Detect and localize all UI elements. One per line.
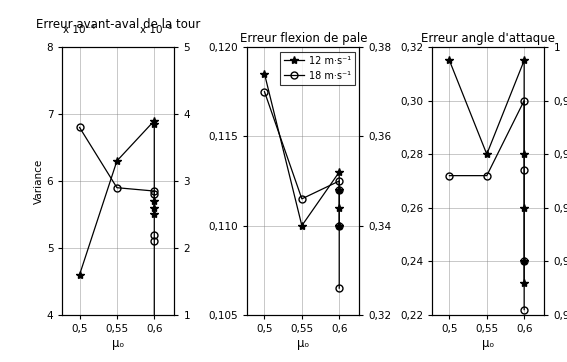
12 m·s⁻¹: [336, 188, 342, 192]
X-axis label: μₒ: μₒ: [482, 337, 494, 350]
Title: Erreur avant-aval de la tour: Erreur avant-aval de la tour: [36, 18, 201, 31]
Y-axis label: Variance: Variance: [34, 159, 44, 203]
18 m·s⁻¹: [336, 188, 342, 192]
18 m·s⁻¹: [336, 223, 342, 228]
Text: x 10⁻³: x 10⁻³: [140, 25, 172, 35]
Line: 18 m·s⁻¹: 18 m·s⁻¹: [261, 88, 342, 292]
Title: Erreur angle d'attaque: Erreur angle d'attaque: [421, 31, 555, 45]
12 m·s⁻¹: [336, 170, 342, 174]
X-axis label: μₒ: μₒ: [112, 337, 125, 350]
18 m·s⁻¹: [336, 179, 342, 183]
Legend: 12 m·s⁻¹, 18 m·s⁻¹: 12 m·s⁻¹, 18 m·s⁻¹: [280, 52, 354, 85]
18 m·s⁻¹: [261, 89, 268, 94]
18 m·s⁻¹: [336, 286, 342, 290]
Text: x 10⁻⁴: x 10⁻⁴: [64, 25, 96, 35]
12 m·s⁻¹: [261, 72, 268, 76]
12 m·s⁻¹: [336, 223, 342, 228]
12 m·s⁻¹: [336, 223, 342, 228]
Title: Erreur flexion de pale: Erreur flexion de pale: [240, 31, 367, 45]
12 m·s⁻¹: [336, 206, 342, 210]
18 m·s⁻¹: [298, 197, 305, 201]
12 m·s⁻¹: [298, 223, 305, 228]
Line: 12 m·s⁻¹: 12 m·s⁻¹: [260, 70, 344, 230]
X-axis label: μₒ: μₒ: [297, 337, 310, 350]
